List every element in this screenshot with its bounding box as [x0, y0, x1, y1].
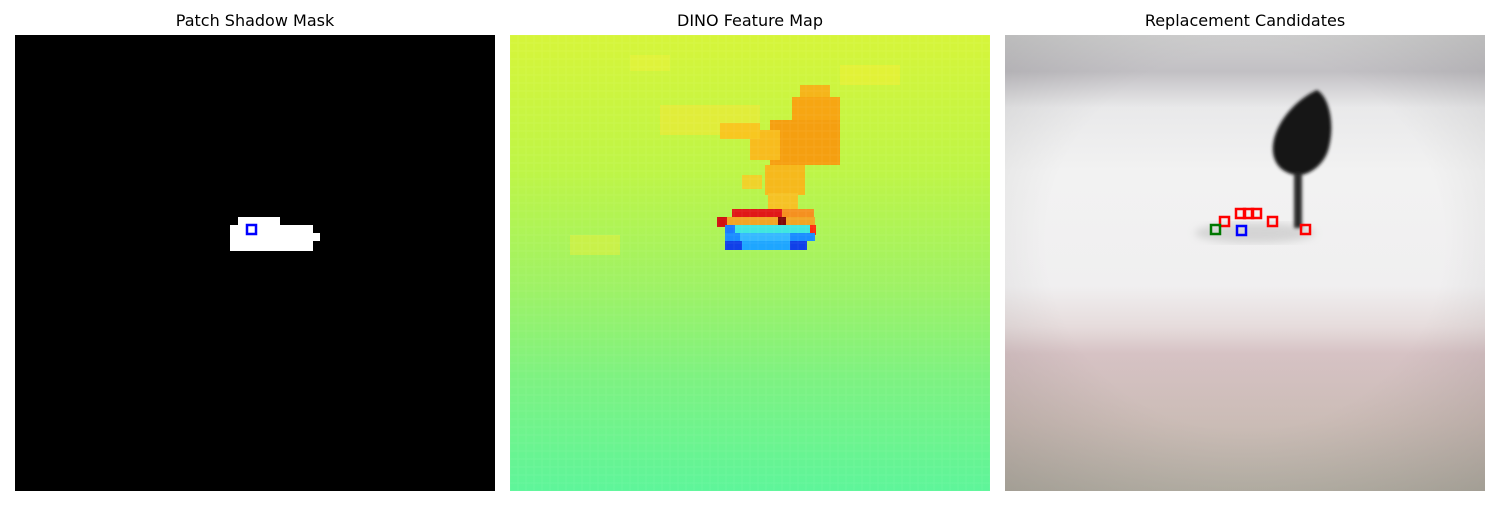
mask-background	[15, 35, 495, 491]
shadow-mask-panel: Patch Shadow Mask	[15, 0, 495, 513]
shadow-mask-image	[15, 35, 495, 491]
candidates-svg	[1005, 35, 1485, 491]
dino-feature-panel: DINO Feature Map	[510, 0, 990, 513]
panel-title: DINO Feature Map	[677, 11, 823, 30]
candidate-patch-marker	[1218, 215, 1231, 228]
panel-title: Replacement Candidates	[1144, 11, 1346, 30]
candidate-markers	[1209, 207, 1312, 237]
dino-feature-svg	[510, 35, 990, 491]
replacement-candidates-image	[1005, 35, 1485, 491]
selected-patch-marker	[1209, 223, 1222, 236]
shadow-region	[230, 217, 320, 251]
query-patch-marker	[245, 223, 258, 236]
candidate-patch-marker	[1266, 215, 1279, 228]
shadow-mask-svg	[15, 35, 495, 491]
candidate-patch-marker	[1299, 223, 1312, 236]
object-shadow	[1195, 223, 1315, 243]
dino-feature-image	[510, 35, 990, 491]
panel-title: Patch Shadow Mask	[175, 11, 335, 30]
query-patch-marker	[1235, 224, 1248, 237]
replacement-candidates-panel: Replacement Candidates	[1005, 0, 1485, 513]
candidate-patch-marker	[1250, 207, 1263, 220]
scene-object	[1272, 90, 1332, 228]
